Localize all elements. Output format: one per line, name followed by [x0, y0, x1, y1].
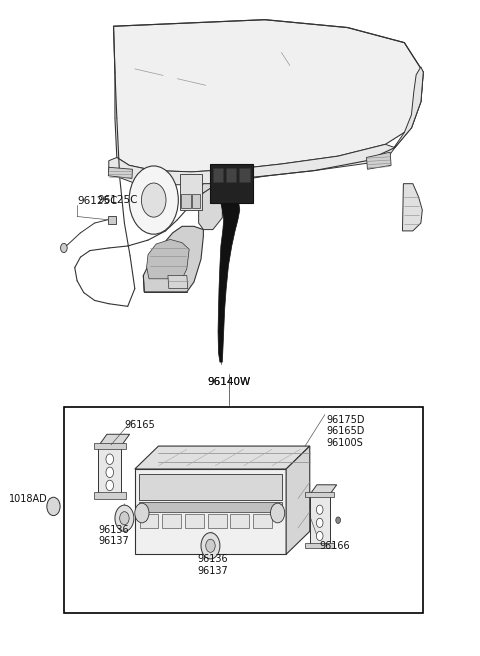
Polygon shape: [402, 184, 422, 231]
Text: 96125C: 96125C: [77, 196, 118, 207]
Text: 96166: 96166: [319, 541, 350, 551]
Polygon shape: [135, 446, 310, 469]
Bar: [64, 407, 423, 613]
Polygon shape: [144, 226, 204, 292]
Polygon shape: [135, 469, 286, 554]
Bar: [253, 514, 272, 528]
Circle shape: [129, 166, 178, 234]
Text: 96125C: 96125C: [97, 195, 137, 205]
Polygon shape: [98, 434, 130, 446]
Bar: [162, 514, 181, 528]
Circle shape: [106, 454, 114, 464]
Polygon shape: [199, 184, 222, 230]
Circle shape: [336, 517, 340, 523]
Circle shape: [106, 467, 114, 478]
Circle shape: [206, 539, 215, 552]
Polygon shape: [367, 152, 391, 169]
Bar: [192, 194, 200, 208]
Circle shape: [201, 533, 220, 559]
Circle shape: [316, 518, 323, 527]
Text: 96175D
96165D
96100S: 96175D 96165D 96100S: [326, 415, 365, 448]
Circle shape: [106, 480, 114, 491]
Polygon shape: [286, 446, 310, 554]
Polygon shape: [94, 443, 126, 449]
Polygon shape: [394, 67, 423, 148]
Text: 96165: 96165: [124, 420, 155, 430]
Polygon shape: [168, 276, 188, 289]
Text: 1018AD: 1018AD: [9, 493, 48, 504]
Circle shape: [47, 497, 60, 516]
Polygon shape: [305, 543, 335, 548]
Circle shape: [142, 183, 166, 217]
Circle shape: [60, 243, 67, 253]
Bar: [108, 216, 116, 224]
Bar: [185, 514, 204, 528]
Bar: [139, 474, 282, 500]
Polygon shape: [94, 492, 126, 499]
Bar: [139, 502, 282, 512]
Bar: [226, 168, 237, 182]
Bar: [210, 164, 253, 203]
Circle shape: [316, 531, 323, 541]
Bar: [140, 514, 158, 528]
Polygon shape: [305, 492, 335, 497]
Polygon shape: [108, 167, 132, 178]
Bar: [180, 174, 203, 210]
Text: 96140W: 96140W: [208, 377, 251, 387]
Circle shape: [135, 503, 149, 523]
Polygon shape: [146, 239, 189, 279]
Polygon shape: [310, 495, 330, 546]
Bar: [240, 168, 250, 182]
Polygon shape: [310, 485, 337, 495]
Polygon shape: [109, 144, 395, 185]
Bar: [181, 194, 191, 208]
Polygon shape: [114, 20, 423, 172]
Text: 96136
96137: 96136 96137: [98, 525, 129, 546]
Text: 96136
96137: 96136 96137: [197, 554, 228, 576]
Polygon shape: [218, 203, 240, 362]
Text: 96140W: 96140W: [208, 377, 251, 387]
Polygon shape: [98, 446, 121, 495]
Circle shape: [120, 512, 129, 525]
Circle shape: [115, 505, 134, 531]
Bar: [230, 514, 249, 528]
Bar: [213, 168, 223, 182]
Circle shape: [271, 503, 285, 523]
Circle shape: [316, 505, 323, 514]
Bar: [208, 514, 227, 528]
